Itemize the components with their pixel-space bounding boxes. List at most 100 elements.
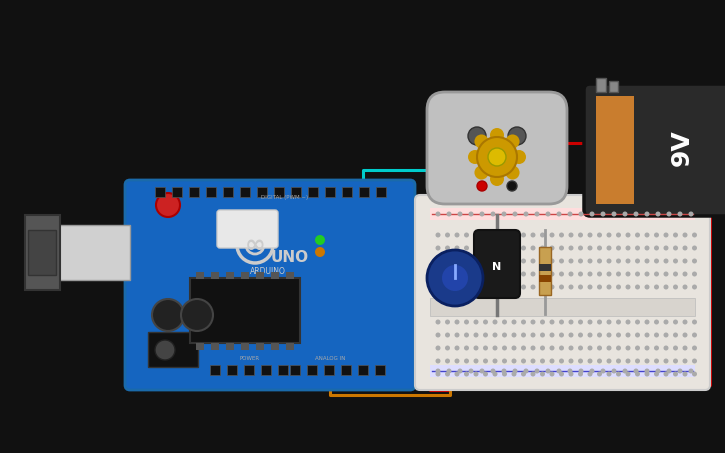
Circle shape [682, 346, 687, 351]
Circle shape [550, 346, 555, 351]
Bar [241, 272, 249, 279]
Circle shape [634, 212, 639, 217]
Circle shape [616, 371, 621, 376]
Circle shape [682, 259, 687, 264]
Circle shape [550, 371, 555, 376]
Bar [271, 343, 279, 350]
Circle shape [616, 259, 621, 264]
Circle shape [568, 368, 573, 374]
Circle shape [540, 271, 545, 276]
Circle shape [635, 259, 640, 264]
Circle shape [468, 150, 482, 164]
Bar [256, 343, 264, 350]
Circle shape [559, 284, 564, 289]
Circle shape [152, 299, 184, 331]
Circle shape [635, 319, 640, 324]
Circle shape [634, 368, 639, 374]
Circle shape [673, 319, 678, 324]
Circle shape [502, 212, 507, 217]
Circle shape [455, 358, 460, 363]
FancyBboxPatch shape [125, 180, 415, 390]
Circle shape [616, 284, 621, 289]
Circle shape [607, 333, 611, 337]
Circle shape [468, 212, 473, 217]
Circle shape [483, 346, 488, 351]
Circle shape [550, 259, 555, 264]
Circle shape [464, 259, 469, 264]
Bar [358, 365, 368, 375]
Circle shape [616, 333, 621, 337]
Text: UNO: UNO [271, 251, 309, 265]
Circle shape [502, 371, 507, 376]
Bar [341, 365, 351, 375]
Circle shape [645, 232, 650, 237]
Circle shape [512, 346, 516, 351]
Circle shape [531, 333, 536, 337]
Circle shape [502, 319, 507, 324]
Circle shape [468, 368, 473, 374]
Circle shape [559, 246, 564, 251]
Circle shape [156, 193, 180, 217]
Circle shape [663, 358, 668, 363]
Circle shape [442, 265, 468, 291]
Circle shape [473, 371, 478, 376]
Bar [241, 343, 249, 350]
Circle shape [505, 165, 520, 179]
Circle shape [512, 319, 516, 324]
Circle shape [474, 135, 489, 149]
Circle shape [578, 246, 583, 251]
Circle shape [654, 346, 659, 351]
Circle shape [521, 246, 526, 251]
Circle shape [436, 212, 441, 217]
Circle shape [521, 333, 526, 337]
Circle shape [436, 284, 441, 289]
Circle shape [587, 246, 592, 251]
Circle shape [689, 368, 694, 374]
Circle shape [436, 259, 441, 264]
Circle shape [597, 319, 602, 324]
Circle shape [568, 259, 573, 264]
Circle shape [550, 246, 555, 251]
Circle shape [479, 368, 484, 374]
Circle shape [635, 232, 640, 237]
FancyBboxPatch shape [415, 195, 710, 390]
Circle shape [600, 212, 605, 217]
Circle shape [445, 333, 450, 337]
Bar [211, 343, 219, 350]
Bar [240, 187, 250, 197]
Circle shape [155, 340, 175, 360]
Circle shape [692, 358, 697, 363]
Circle shape [689, 212, 694, 217]
Circle shape [512, 284, 516, 289]
Bar [324, 365, 334, 375]
Circle shape [607, 371, 611, 376]
Circle shape [436, 271, 441, 276]
Bar [286, 343, 294, 350]
Circle shape [540, 346, 545, 351]
Circle shape [531, 358, 536, 363]
Circle shape [455, 371, 460, 376]
Circle shape [483, 246, 488, 251]
Circle shape [645, 333, 650, 337]
Circle shape [568, 358, 573, 363]
Circle shape [540, 319, 545, 324]
Bar [196, 343, 204, 350]
Circle shape [682, 232, 687, 237]
Circle shape [445, 358, 450, 363]
Circle shape [635, 333, 640, 337]
Circle shape [682, 358, 687, 363]
Circle shape [597, 358, 602, 363]
Circle shape [473, 246, 478, 251]
Circle shape [607, 246, 611, 251]
Circle shape [626, 371, 631, 376]
Circle shape [445, 346, 450, 351]
Circle shape [455, 333, 460, 337]
Circle shape [635, 371, 640, 376]
Circle shape [436, 346, 441, 351]
Bar [359, 187, 369, 197]
Bar [307, 365, 317, 375]
Circle shape [455, 246, 460, 251]
Circle shape [512, 271, 516, 276]
Circle shape [616, 346, 621, 351]
Circle shape [607, 346, 611, 351]
